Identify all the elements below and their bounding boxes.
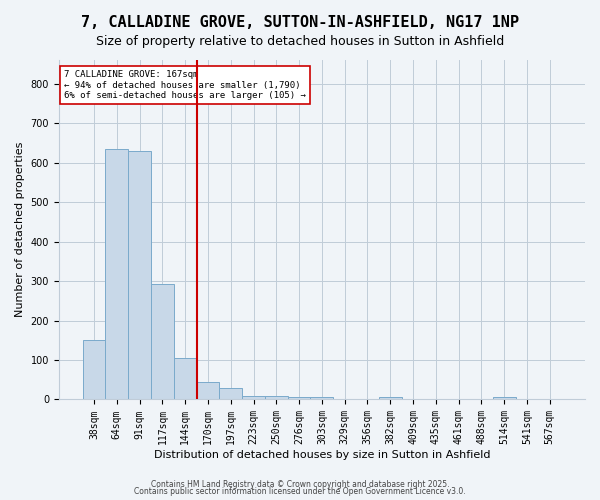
- Text: Contains HM Land Registry data © Crown copyright and database right 2025.: Contains HM Land Registry data © Crown c…: [151, 480, 449, 489]
- Text: Size of property relative to detached houses in Sutton in Ashfield: Size of property relative to detached ho…: [96, 35, 504, 48]
- Text: Contains public sector information licensed under the Open Government Licence v3: Contains public sector information licen…: [134, 487, 466, 496]
- Bar: [197, 382, 220, 400]
- Bar: [174, 358, 197, 400]
- Bar: [151, 284, 174, 400]
- Bar: [220, 388, 242, 400]
- Bar: [288, 398, 310, 400]
- Bar: [493, 398, 515, 400]
- X-axis label: Distribution of detached houses by size in Sutton in Ashfield: Distribution of detached houses by size …: [154, 450, 490, 460]
- Bar: [379, 398, 401, 400]
- Bar: [128, 151, 151, 400]
- Bar: [242, 396, 265, 400]
- Text: 7 CALLADINE GROVE: 167sqm
← 94% of detached houses are smaller (1,790)
6% of sem: 7 CALLADINE GROVE: 167sqm ← 94% of detac…: [64, 70, 306, 100]
- Bar: [265, 396, 288, 400]
- Y-axis label: Number of detached properties: Number of detached properties: [15, 142, 25, 318]
- Bar: [310, 398, 333, 400]
- Bar: [83, 340, 106, 400]
- Text: 7, CALLADINE GROVE, SUTTON-IN-ASHFIELD, NG17 1NP: 7, CALLADINE GROVE, SUTTON-IN-ASHFIELD, …: [81, 15, 519, 30]
- Bar: [106, 149, 128, 400]
